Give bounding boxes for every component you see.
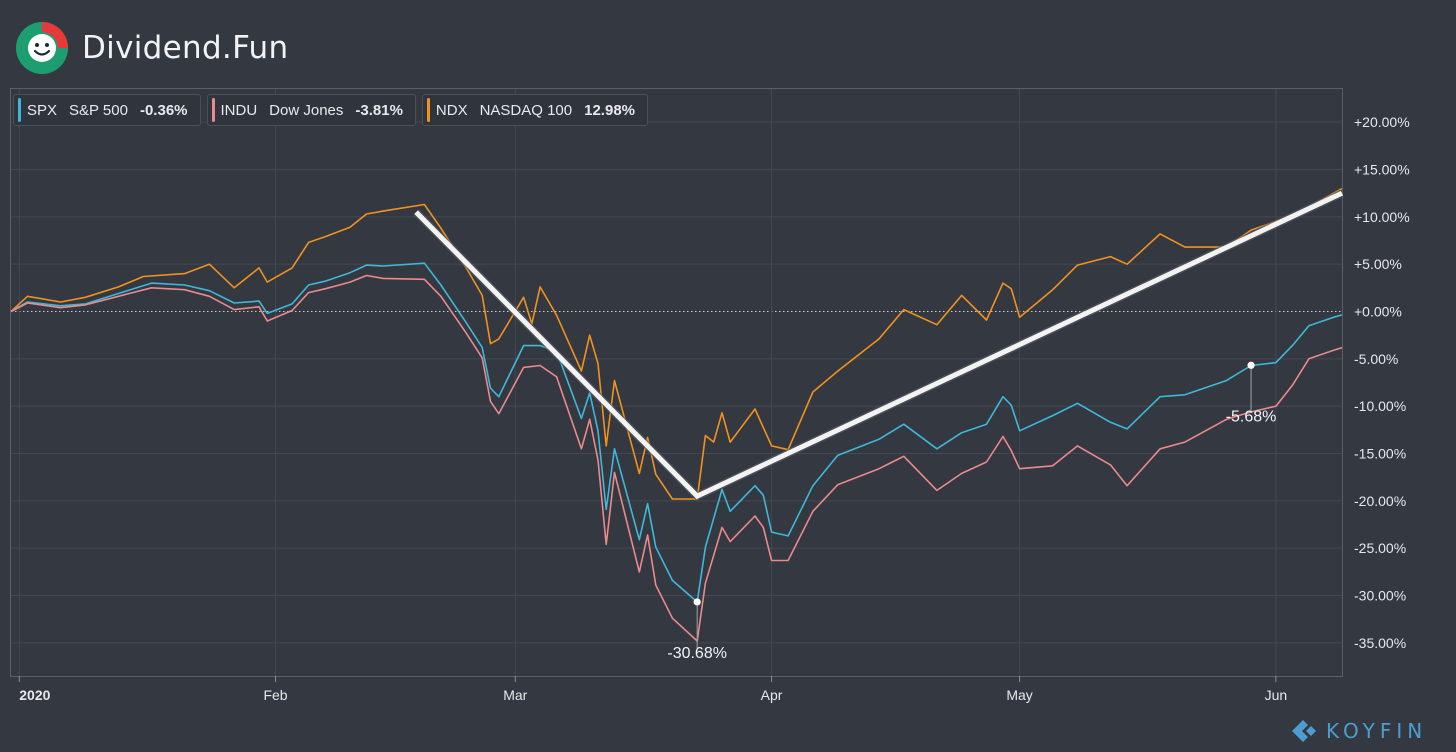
y-tick-label: -35.00%: [1354, 635, 1406, 651]
legend: SPX S&P 500 -0.36% INDU Dow Jones -3.81%…: [13, 94, 648, 126]
y-tick-label: -5.00%: [1354, 351, 1398, 367]
series-line-indu: [10, 274, 1343, 642]
chart-frame: [10, 88, 1343, 677]
y-tick-label: +20.00%: [1354, 114, 1410, 130]
y-tick-label: -20.00%: [1354, 493, 1406, 509]
annotation-point: [1247, 361, 1255, 369]
legend-ticker: INDU: [220, 101, 258, 119]
legend-swatch: [426, 98, 430, 122]
legend-ticker: SPX: [27, 101, 58, 119]
legend-change: -0.36%: [139, 101, 188, 119]
x-tick-label: May: [1006, 687, 1032, 703]
brand-name: Dividend.Fun: [82, 30, 289, 66]
legend-swatch: [211, 98, 215, 122]
smiley-logo-icon: [16, 22, 68, 74]
legend-name: NASDAQ 100: [479, 101, 573, 119]
y-tick-label: +10.00%: [1354, 209, 1410, 225]
x-tick-label: Feb: [263, 687, 287, 703]
x-tick-label: Mar: [503, 687, 527, 703]
koyfin-watermark: KOYFIN: [1290, 718, 1427, 744]
legend-swatch: [18, 98, 21, 122]
series-line-spx: [10, 262, 1343, 603]
x-tick-label: Jun: [1265, 687, 1288, 703]
annotation-label: -30.68%: [667, 645, 727, 662]
legend-name: S&P 500: [69, 101, 128, 119]
trend-line: [414, 190, 1344, 500]
legend-item-indu[interactable]: INDU Dow Jones -3.81%: [206, 94, 416, 126]
legend-name: Dow Jones: [269, 101, 344, 119]
legend-change: 12.98%: [584, 101, 635, 119]
trend-line-shadow: [413, 189, 1344, 501]
annotation-label: -5.68%: [1226, 408, 1277, 425]
x-tick-label: 2020: [19, 687, 50, 703]
legend-change: -3.81%: [355, 101, 403, 119]
legend-item-ndx[interactable]: NDX NASDAQ 100 12.98%: [421, 94, 648, 126]
y-tick-label: +15.00%: [1354, 161, 1410, 177]
y-tick-label: -15.00%: [1354, 446, 1406, 462]
y-tick-label: -25.00%: [1354, 540, 1406, 556]
x-tick-label: Apr: [761, 687, 783, 703]
legend-item-spx[interactable]: SPX S&P 500 -0.36%: [13, 94, 201, 126]
koyfin-diamond-icon: [1292, 720, 1316, 742]
y-tick-label: -10.00%: [1354, 398, 1406, 414]
y-tick-label: +0.00%: [1354, 303, 1402, 319]
annotation-point: [693, 598, 701, 606]
y-tick-label: +5.00%: [1354, 256, 1402, 272]
y-tick-label: -30.00%: [1354, 588, 1406, 604]
series-line-ndx: [10, 187, 1343, 500]
koyfin-text: KOYFIN: [1326, 719, 1428, 743]
legend-ticker: NDX: [435, 101, 468, 119]
brand: Dividend.Fun: [14, 18, 288, 78]
